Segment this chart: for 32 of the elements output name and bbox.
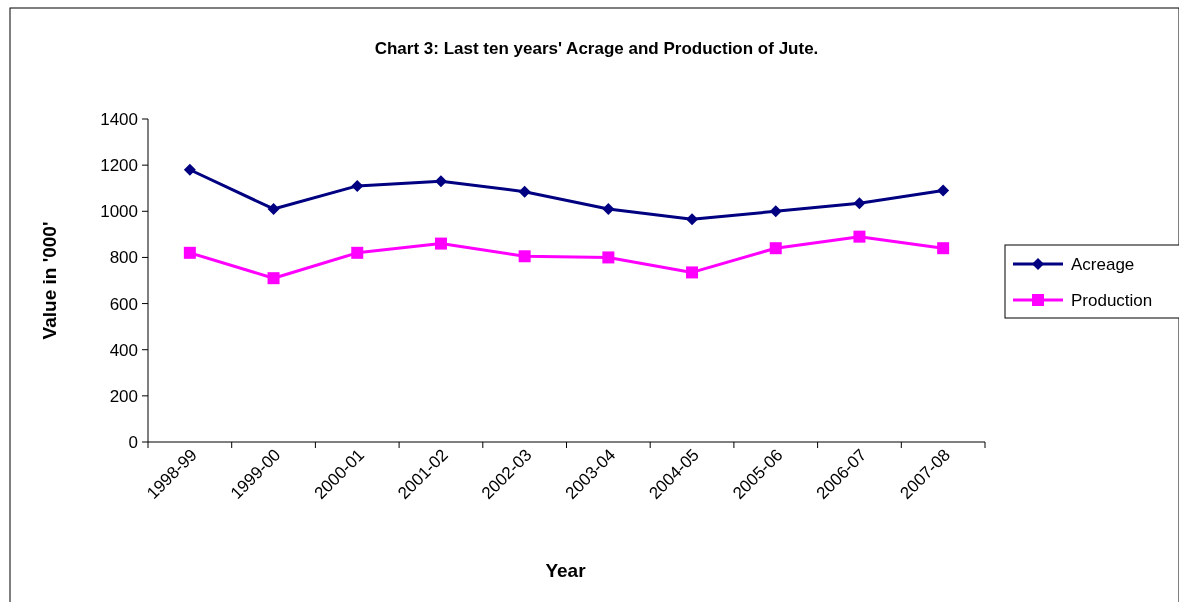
y-tick-label: 0 bbox=[128, 432, 138, 452]
point bbox=[686, 213, 699, 226]
point bbox=[769, 242, 782, 255]
point bbox=[686, 266, 699, 279]
y-tick-label: 1000 bbox=[100, 202, 138, 222]
x-axis-title: Year bbox=[545, 560, 587, 581]
y-axis-title: Value in '000' bbox=[39, 221, 60, 340]
point bbox=[183, 246, 196, 259]
point bbox=[351, 179, 364, 192]
point bbox=[267, 202, 280, 215]
point bbox=[602, 251, 615, 264]
legend-label: Acreage bbox=[1071, 254, 1135, 274]
point bbox=[351, 246, 364, 259]
point bbox=[853, 230, 866, 243]
y-tick-label: 400 bbox=[109, 340, 138, 360]
y-tick-label: 1400 bbox=[100, 109, 138, 129]
point bbox=[434, 237, 447, 250]
y-tick-label: 800 bbox=[109, 248, 138, 268]
y-tick-label: 200 bbox=[109, 386, 138, 406]
point bbox=[518, 185, 531, 198]
legend-label: Production bbox=[1071, 290, 1153, 310]
y-tick-label: 600 bbox=[109, 294, 138, 314]
point bbox=[937, 184, 950, 197]
point bbox=[267, 272, 280, 285]
point bbox=[518, 250, 531, 263]
point bbox=[937, 242, 950, 255]
point bbox=[769, 205, 782, 218]
chart-title: Chart 3: Last ten years' Acrage and Production of Jute. bbox=[374, 39, 819, 58]
point bbox=[853, 197, 866, 210]
point bbox=[183, 163, 196, 176]
point bbox=[602, 202, 615, 215]
y-tick-label: 1200 bbox=[100, 156, 138, 176]
